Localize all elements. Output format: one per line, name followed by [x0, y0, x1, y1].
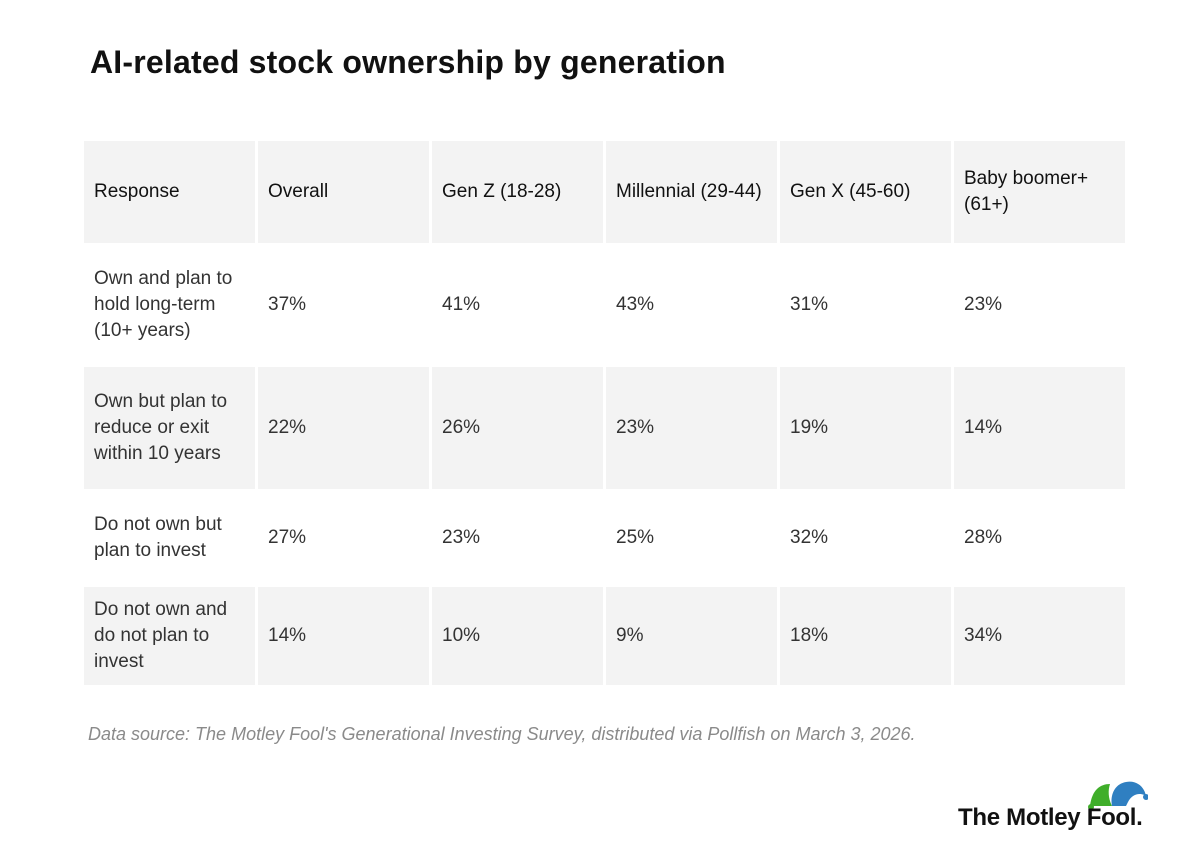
value-cell: 19%	[780, 367, 951, 489]
data-table-container: Response Overall Gen Z (18-28) Millennia…	[84, 141, 1125, 685]
value-cell: 23%	[606, 367, 777, 489]
data-table: Response Overall Gen Z (18-28) Millennia…	[81, 141, 1128, 685]
value-cell: 31%	[780, 243, 951, 367]
column-header: Gen X (45-60)	[780, 141, 951, 243]
value-cell: 14%	[258, 587, 429, 685]
table-row: Do not own and do not plan to invest 14%…	[84, 587, 1125, 685]
data-source-note: Data source: The Motley Fool's Generatio…	[88, 724, 916, 744]
response-cell: Do not own but plan to invest	[84, 489, 255, 587]
column-header: Baby boomer+ (61+)	[954, 141, 1125, 243]
value-cell: 23%	[432, 489, 603, 587]
table-row: Do not own but plan to invest 27% 23% 25…	[84, 489, 1125, 587]
jester-hat-icon	[1088, 781, 1148, 810]
chart-title: AI-related stock ownership by generation	[90, 44, 726, 80]
value-cell: 22%	[258, 367, 429, 489]
column-header: Response	[84, 141, 255, 243]
value-cell: 14%	[954, 367, 1125, 489]
column-header: Millennial (29-44)	[606, 141, 777, 243]
response-cell: Do not own and do not plan to invest	[84, 587, 255, 685]
value-cell: 26%	[432, 367, 603, 489]
logo-wordmark: The Motley Fool.	[958, 804, 1143, 831]
value-cell: 32%	[780, 489, 951, 587]
value-cell: 10%	[432, 587, 603, 685]
value-cell: 37%	[258, 243, 429, 367]
column-header: Gen Z (18-28)	[432, 141, 603, 243]
value-cell: 9%	[606, 587, 777, 685]
value-cell: 27%	[258, 489, 429, 587]
motley-fool-logo: The Motley Fool.	[958, 776, 1158, 836]
value-cell: 23%	[954, 243, 1125, 367]
response-cell: Own and plan to hold long-term (10+ year…	[84, 243, 255, 367]
table-row: Own but plan to reduce or exit within 10…	[84, 367, 1125, 489]
value-cell: 41%	[432, 243, 603, 367]
value-cell: 28%	[954, 489, 1125, 587]
value-cell: 25%	[606, 489, 777, 587]
value-cell: 18%	[780, 587, 951, 685]
table-header-row: Response Overall Gen Z (18-28) Millennia…	[84, 141, 1125, 243]
value-cell: 43%	[606, 243, 777, 367]
column-header: Overall	[258, 141, 429, 243]
value-cell: 34%	[954, 587, 1125, 685]
response-cell: Own but plan to reduce or exit within 10…	[84, 367, 255, 489]
table-row: Own and plan to hold long-term (10+ year…	[84, 243, 1125, 367]
